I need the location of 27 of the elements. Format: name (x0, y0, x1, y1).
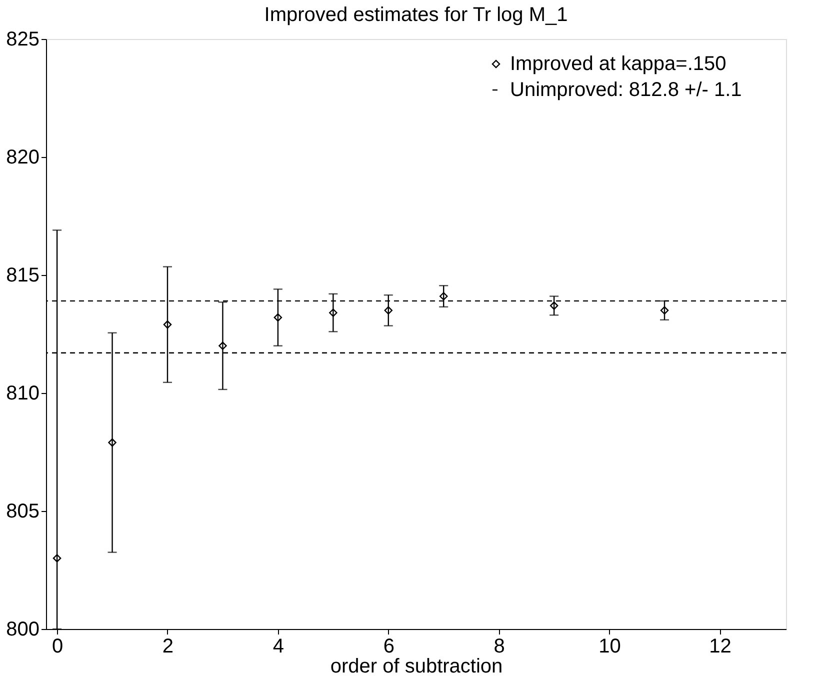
x-tick-label: 6 (383, 636, 394, 658)
point (439, 292, 448, 300)
x-tick-label: 8 (494, 636, 505, 658)
y-tick-label: 800 (6, 618, 40, 640)
x-axis-title: order of subtraction (330, 656, 503, 678)
point (384, 306, 393, 315)
y-tick-label: 825 (6, 28, 40, 50)
annotation: Unimproved: 812.8 +/- 1.1 (510, 79, 742, 101)
legend-label: Improved at kappa=.150 (510, 53, 726, 75)
x-tick-label: 10 (598, 636, 621, 658)
point (550, 302, 558, 310)
point (108, 438, 116, 447)
y-tick-label: 805 (6, 500, 40, 522)
x-tick-label: 0 (52, 636, 64, 658)
y-tick-label: 820 (6, 146, 40, 168)
x-tick-label: 4 (272, 636, 284, 658)
point (329, 308, 338, 317)
point (218, 342, 227, 350)
y-tick-label: 810 (6, 382, 40, 404)
chart-title: Improved estimates for Tr log M_1 (264, 4, 568, 26)
point (52, 554, 62, 562)
x-tick-label: 2 (162, 636, 174, 658)
y-tick-label: 815 (6, 264, 40, 286)
point (660, 306, 669, 315)
x-tick-label: 12 (709, 636, 732, 658)
point (163, 320, 172, 329)
point (274, 313, 282, 322)
